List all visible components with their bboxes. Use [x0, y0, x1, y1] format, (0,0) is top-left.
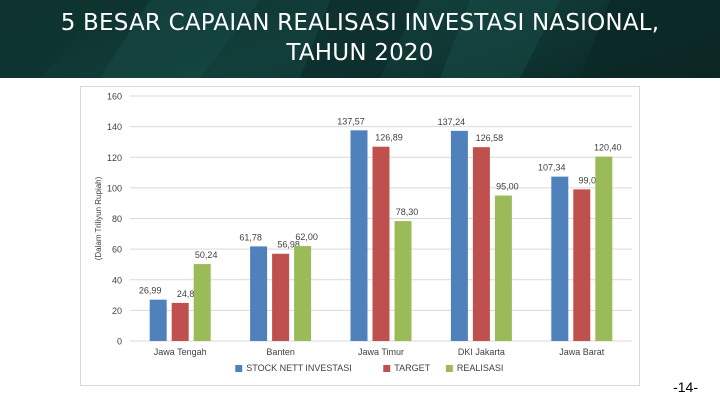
- data-label: 26,99: [139, 286, 162, 296]
- legend-swatch: [445, 365, 453, 372]
- y-tick-label: 20: [112, 306, 122, 316]
- bar-stock-nett-investasi: [551, 176, 569, 341]
- x-tick-label: Jawa Timur: [358, 347, 404, 357]
- legend-swatch: [235, 365, 243, 372]
- legend-label: REALISASI: [457, 363, 504, 373]
- y-tick-label: 160: [107, 92, 122, 102]
- legend-label: STOCK NETT INVESTASI: [246, 363, 352, 373]
- data-label: 24,89: [177, 289, 200, 299]
- x-tick-label: DKI Jakarta: [458, 347, 505, 357]
- data-label: 126,58: [476, 133, 504, 143]
- y-tick-label: 40: [112, 275, 122, 285]
- data-label: 126,89: [375, 133, 403, 143]
- slide-title: 5 BESAR CAPAIAN REALISASI INVESTASI NASI…: [0, 8, 720, 68]
- bar-stock-nett-investasi: [149, 299, 167, 341]
- y-tick-label: 120: [107, 153, 122, 163]
- bar-target: [573, 189, 591, 341]
- bar-realisasi: [294, 246, 312, 341]
- slide-title-line1: 5 BESAR CAPAIAN REALISASI INVESTASI NASI…: [60, 10, 660, 36]
- bar-target: [171, 302, 189, 341]
- bar-realisasi: [494, 195, 512, 341]
- banner-pattern: [0, 0, 720, 78]
- bar-target: [472, 147, 490, 341]
- data-label: 137,24: [438, 117, 466, 127]
- bar-stock-nett-investasi: [450, 130, 468, 341]
- y-tick-label: 80: [112, 214, 122, 224]
- y-tick-label: 60: [112, 245, 122, 255]
- x-tick-label: Banten: [266, 347, 295, 357]
- data-label: 78,30: [396, 207, 419, 217]
- y-tick-label: 0: [117, 337, 122, 347]
- legend-swatch: [383, 365, 391, 372]
- y-axis-title: (Dalam Triliyun Rupiah): [94, 176, 103, 260]
- data-label: 95,00: [496, 182, 519, 192]
- data-label: 99,01: [579, 175, 602, 185]
- slide-title-line2: TAHUN 2020: [286, 40, 434, 66]
- x-tick-label: Jawa Tengah: [154, 347, 207, 357]
- bar-target: [272, 253, 290, 341]
- data-label: 107,34: [538, 163, 566, 173]
- bar-realisasi: [394, 221, 412, 341]
- page-number: -14-: [673, 379, 698, 395]
- bar-chart: 0 20 40 60 80 100 120 140 160 (Dalam Triliyun Rup…: [94, 92, 632, 373]
- bar-stock-nett-investasi: [250, 246, 268, 341]
- x-tick-label: Jawa Barat: [559, 347, 605, 357]
- bar-realisasi: [595, 156, 613, 341]
- data-label: 120,40: [594, 143, 622, 153]
- y-tick-label: 140: [107, 122, 122, 132]
- data-label: 62,00: [295, 232, 318, 242]
- bar-realisasi: [193, 264, 211, 341]
- data-label: 137,57: [337, 116, 365, 126]
- bar-stock-nett-investasi: [350, 130, 368, 341]
- y-tick-label: 100: [107, 183, 122, 193]
- title-banner: 5 BESAR CAPAIAN REALISASI INVESTASI NASI…: [0, 0, 720, 78]
- data-label: 50,24: [195, 250, 218, 260]
- bar-target: [372, 146, 390, 341]
- legend-label: TARGET: [394, 363, 430, 373]
- data-label: 56,98: [277, 240, 300, 250]
- data-label: 61,78: [239, 232, 262, 242]
